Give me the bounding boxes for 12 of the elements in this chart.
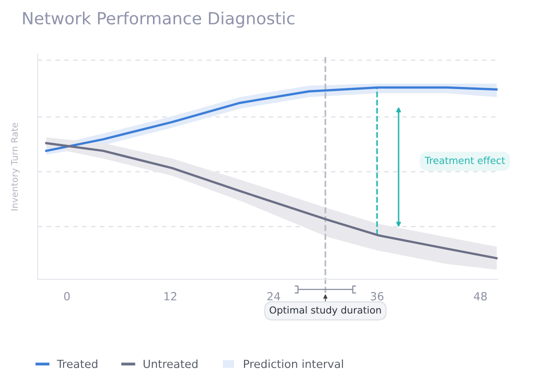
x-tick-label: 36	[370, 292, 384, 300]
chart-title: Network Performance Diagnostic	[23, 12, 294, 28]
y-axis-title: Inventory Turn Rate	[11, 122, 20, 210]
x-tick-label: 48	[474, 292, 487, 300]
x-tick-label: 24	[267, 292, 280, 300]
text: Prediction interval	[244, 359, 343, 368]
x-tick-label: 12	[164, 292, 176, 300]
legend-label: Untreated	[144, 359, 198, 368]
ref-line-label: Treatment effect	[424, 156, 505, 164]
x-tick-label: 0	[64, 292, 70, 300]
ref-line-label: Optimal study duration	[270, 306, 381, 316]
legend-label: Treated	[56, 359, 98, 368]
